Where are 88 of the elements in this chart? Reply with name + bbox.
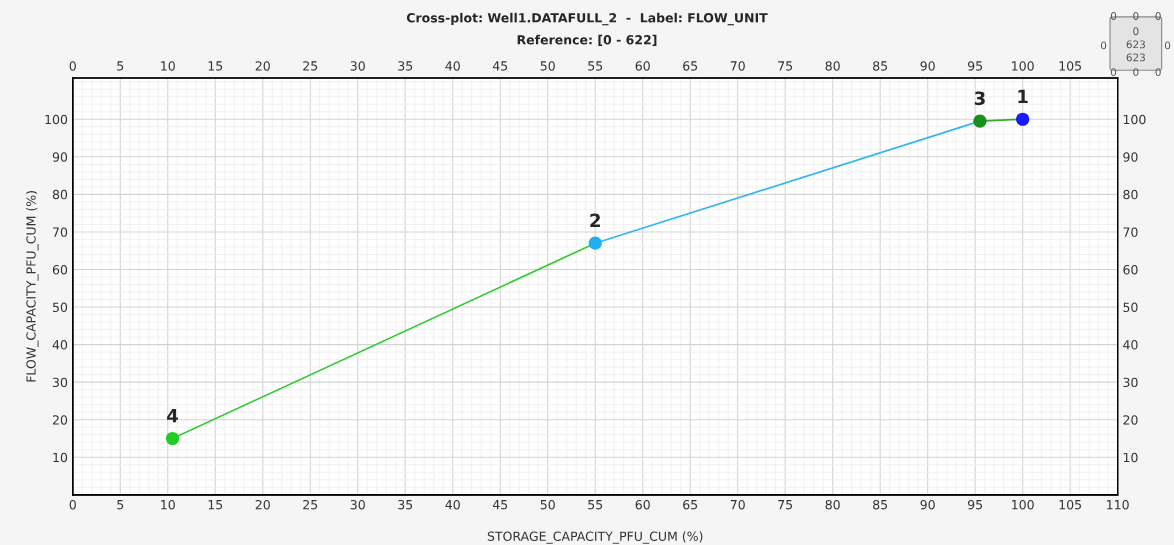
x-tick-label: 85 bbox=[873, 499, 888, 510]
x-tick-label: 30 bbox=[350, 499, 365, 510]
text: 0 bbox=[1133, 68, 1139, 77]
x-tick-label: 10 bbox=[161, 499, 175, 510]
x-tick-label: 90 bbox=[920, 499, 935, 510]
y-tick-label: 70 bbox=[53, 227, 68, 237]
x-tick-label: 100 bbox=[1012, 499, 1034, 510]
x-tick-label: 0 bbox=[69, 499, 76, 510]
text: 0 bbox=[1164, 41, 1171, 50]
y-tick-label: 80 bbox=[52, 189, 68, 200]
x2-tick-label: 35 bbox=[398, 61, 413, 71]
x2-tick-label: 60 bbox=[635, 61, 650, 71]
point bbox=[165, 431, 180, 446]
text: 0 bbox=[1133, 27, 1139, 36]
x2-tick-label: 75 bbox=[778, 61, 793, 71]
y-tick-label: 100 bbox=[45, 114, 68, 125]
x-axis-title: STORAGE_CAPACITY_PFU_CUM (%) bbox=[487, 531, 703, 544]
x-tick-label: 75 bbox=[778, 500, 793, 510]
annotation: 2 bbox=[590, 213, 600, 227]
x-tick-label: 70 bbox=[730, 499, 745, 510]
x2-tick-label: 5 bbox=[117, 61, 124, 71]
x-tick-label: 45 bbox=[492, 500, 508, 510]
y-tick-label: 60 bbox=[52, 264, 68, 275]
x-tick-label: 55 bbox=[588, 500, 603, 510]
y2-tick-label: 100 bbox=[1123, 114, 1146, 125]
chart-title: Cross-plot: Well1.DATAFULL_2 - Label: FLOW_UNIT bbox=[406, 12, 768, 26]
x2-tick-label: 50 bbox=[540, 61, 555, 71]
annotation: 1 bbox=[1018, 89, 1028, 103]
x2-tick-label: 30 bbox=[350, 61, 365, 71]
chart-subtitle: Reference: [0 - 622] bbox=[517, 34, 657, 46]
text: 0 bbox=[1100, 41, 1107, 50]
x-tick-label: 105 bbox=[1059, 499, 1081, 510]
text: 623 bbox=[1126, 40, 1145, 49]
x2-tick-label: 85 bbox=[873, 61, 888, 71]
x2-tick-label: 90 bbox=[920, 61, 935, 71]
point bbox=[588, 236, 602, 250]
y2-tick-label: 10 bbox=[1123, 452, 1138, 463]
x2-tick-label: 40 bbox=[445, 61, 460, 71]
y2-tick-label: 70 bbox=[1123, 227, 1138, 237]
text: 0 bbox=[1155, 12, 1161, 20]
point bbox=[973, 114, 987, 128]
y2-tick-label: 90 bbox=[1123, 152, 1138, 162]
y2-tick-label: 40 bbox=[1123, 340, 1138, 350]
y2-tick-label: 50 bbox=[1123, 302, 1138, 312]
y2-tick-label: 30 bbox=[1123, 377, 1138, 388]
x2-tick-label: 15 bbox=[208, 61, 223, 71]
x2-tick-label: 55 bbox=[588, 61, 603, 71]
x2-tick-label: 80 bbox=[825, 61, 840, 71]
x-tick-label: 95 bbox=[968, 499, 983, 510]
y-tick-label: 20 bbox=[52, 415, 68, 425]
y2-tick-label: 60 bbox=[1123, 264, 1138, 275]
text: 0 bbox=[1155, 68, 1161, 77]
text: 0 bbox=[1133, 12, 1139, 20]
y-axis-title: FLOW_CAPACITY_PFU_CUM (%) bbox=[26, 191, 39, 382]
y-tick-label: 40 bbox=[52, 340, 68, 350]
x2-tick-label: 100 bbox=[1012, 61, 1034, 71]
x-tick-label: 5 bbox=[117, 500, 124, 510]
x2-tick-label: 20 bbox=[255, 61, 270, 71]
annotation: 4 bbox=[167, 409, 178, 423]
y-tick-label: 90 bbox=[52, 152, 68, 162]
x-tick-label: 20 bbox=[255, 499, 270, 510]
y2-tick-label: 80 bbox=[1123, 189, 1138, 200]
text: 623 bbox=[1126, 53, 1145, 62]
y2-tick-label: 20 bbox=[1123, 415, 1138, 425]
x-tick-label: 80 bbox=[825, 499, 840, 510]
x-tick-label: 15 bbox=[208, 500, 223, 510]
x2-tick-label: 105 bbox=[1059, 61, 1081, 71]
x2-tick-label: 10 bbox=[161, 61, 175, 71]
x-tick-label: 40 bbox=[445, 499, 460, 510]
x2-tick-label: 65 bbox=[683, 61, 698, 71]
x2-tick-label: 70 bbox=[730, 61, 745, 71]
x2-tick-label: 25 bbox=[303, 61, 318, 71]
text: 0 bbox=[1110, 68, 1117, 77]
x-tick-label: 50 bbox=[540, 499, 555, 510]
point bbox=[1016, 112, 1030, 126]
y-tick-label: 50 bbox=[52, 302, 68, 312]
x-tick-label: 35 bbox=[398, 499, 413, 510]
x2-tick-label: 95 bbox=[968, 61, 983, 71]
text: 0 bbox=[1110, 12, 1117, 20]
x-tick-label: 25 bbox=[303, 499, 318, 510]
x-tick-label: 110 bbox=[1107, 499, 1129, 510]
y-tick-label: 30 bbox=[52, 377, 68, 388]
x2-tick-label: 0 bbox=[69, 61, 76, 71]
x-tick-label: 60 bbox=[635, 499, 650, 510]
x-tick-label: 65 bbox=[683, 499, 698, 510]
y-tick-label: 10 bbox=[53, 452, 68, 463]
x2-tick-label: 45 bbox=[492, 61, 508, 71]
annotation: 3 bbox=[974, 91, 985, 106]
